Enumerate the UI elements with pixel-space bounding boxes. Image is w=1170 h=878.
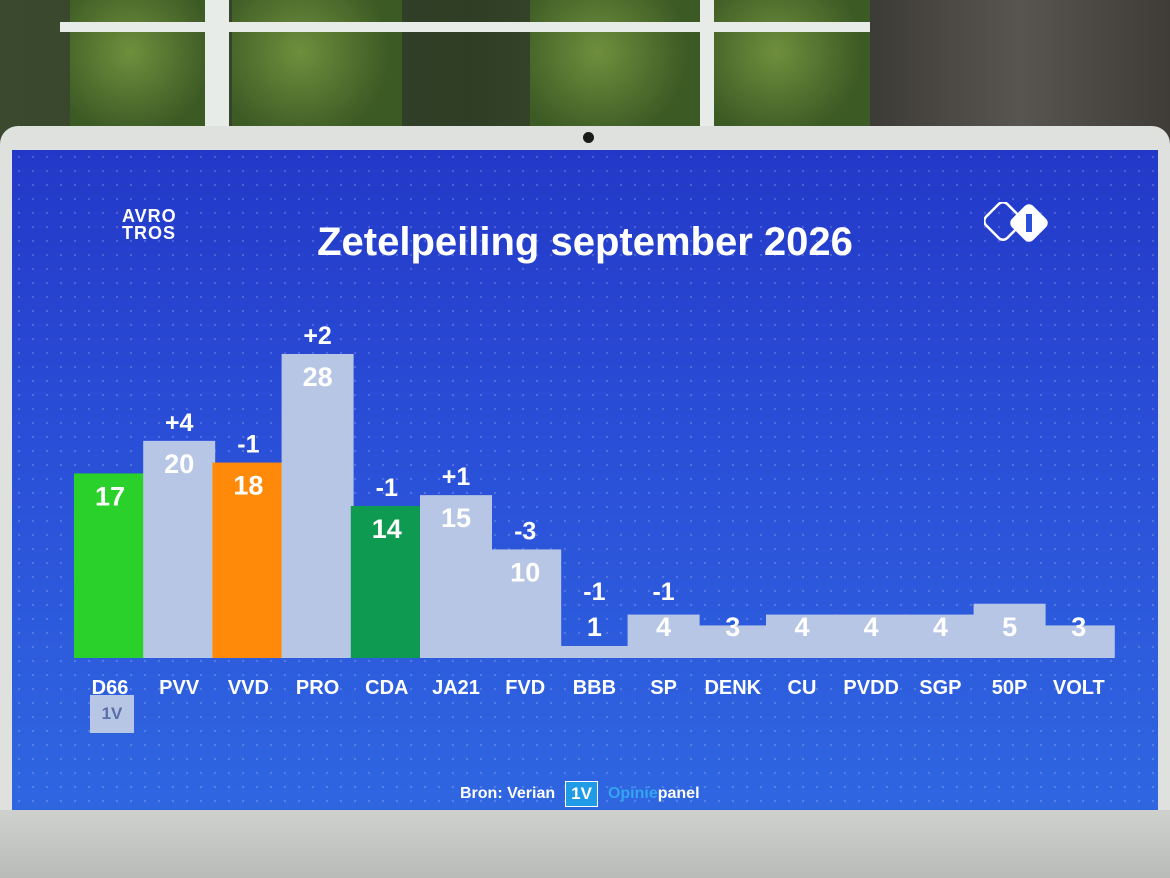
- category-label: PVV: [159, 677, 200, 699]
- category-label: DENK: [704, 677, 761, 699]
- value-label: 3: [1071, 612, 1086, 642]
- value-label: 18: [233, 471, 263, 501]
- change-label: +4: [165, 409, 194, 437]
- bar-d66: [74, 473, 146, 658]
- opiniepanel-word-1: Opinie: [607, 785, 658, 802]
- value-label: 17: [95, 481, 125, 511]
- bar-sp: [627, 614, 700, 658]
- value-label: 4: [656, 612, 671, 642]
- window-frame: [700, 0, 714, 130]
- bar-bbb: [558, 646, 631, 658]
- category-label: VOLT: [1053, 677, 1105, 699]
- party-badge-1v: 1V: [90, 695, 134, 733]
- category-label: FVD: [505, 677, 545, 699]
- value-label: 4: [933, 612, 948, 642]
- change-label: +1: [442, 463, 471, 491]
- category-label: SGP: [919, 677, 961, 699]
- bar-50p: [973, 603, 1046, 658]
- value-label: 4: [864, 612, 879, 642]
- window-frame: [60, 22, 880, 32]
- category-label: BBB: [573, 677, 616, 699]
- category-label: CDA: [365, 677, 408, 699]
- monitor-bezel: [0, 810, 1170, 878]
- webcam-icon: [583, 132, 594, 143]
- bar-denk: [696, 625, 769, 658]
- bar-pvdd: [835, 614, 908, 658]
- bar-pvv: [143, 440, 216, 658]
- bar-fvd: [489, 549, 562, 658]
- bar-vvd: [212, 462, 285, 658]
- value-label: 15: [441, 503, 471, 533]
- window-pane: [712, 0, 872, 130]
- window-pane: [530, 0, 700, 130]
- value-label: 14: [372, 514, 402, 544]
- category-label: D66: [92, 677, 129, 699]
- category-label: PVDD: [843, 677, 899, 699]
- source-1v-logo: 1V: [565, 781, 598, 807]
- opiniepanel-word-2: panel: [657, 785, 700, 802]
- category-label: VVD: [228, 677, 269, 699]
- source-line: Bron: Verian 1V Opiniepanel: [460, 780, 700, 808]
- value-label: 20: [164, 449, 194, 479]
- category-label: PRO: [296, 677, 339, 699]
- change-label: -1: [376, 474, 398, 502]
- category-label: JA21: [432, 677, 480, 699]
- bar-chart: 17D6620+4PVV18-1VVD28+2PRO14-1CDA15+1JA2…: [74, 322, 1115, 699]
- change-label: +2: [303, 322, 332, 350]
- bar-cda: [350, 506, 423, 658]
- category-label: 50P: [992, 677, 1028, 699]
- bar-cu: [766, 614, 838, 658]
- category-label: CU: [788, 677, 817, 699]
- bar-volt: [1042, 625, 1115, 658]
- bar-ja21: [420, 495, 492, 658]
- change-label: -1: [237, 431, 259, 459]
- window-pane: [70, 0, 220, 130]
- tv-screen: AVRO TROS Zetelpeiling september 2026 17…: [12, 150, 1158, 810]
- broadcaster-logo: AVRO TROS: [122, 206, 177, 243]
- change-label: -1: [583, 578, 605, 606]
- opiniepanel-logo: Opiniepanel: [608, 785, 700, 803]
- window-frame: [205, 0, 229, 130]
- value-label: 4: [794, 612, 809, 642]
- source-label: Bron: Verian: [460, 785, 556, 802]
- value-label: 28: [303, 362, 333, 392]
- chart-title: Zetelpeiling september 2026: [317, 220, 853, 264]
- value-label: 10: [510, 557, 540, 587]
- change-label: -3: [514, 517, 536, 545]
- window-pane: [232, 0, 402, 130]
- category-label: SP: [650, 677, 677, 699]
- value-label: 5: [1002, 612, 1017, 642]
- change-label: -1: [652, 578, 674, 606]
- broadcaster-logo-text: AVRO TROS: [122, 206, 177, 243]
- value-label: 1: [587, 612, 602, 642]
- bar-pro: [281, 354, 354, 658]
- bar-sgp: [904, 614, 977, 658]
- npo1-logo-icon: [984, 202, 1048, 242]
- value-label: 3: [725, 612, 740, 642]
